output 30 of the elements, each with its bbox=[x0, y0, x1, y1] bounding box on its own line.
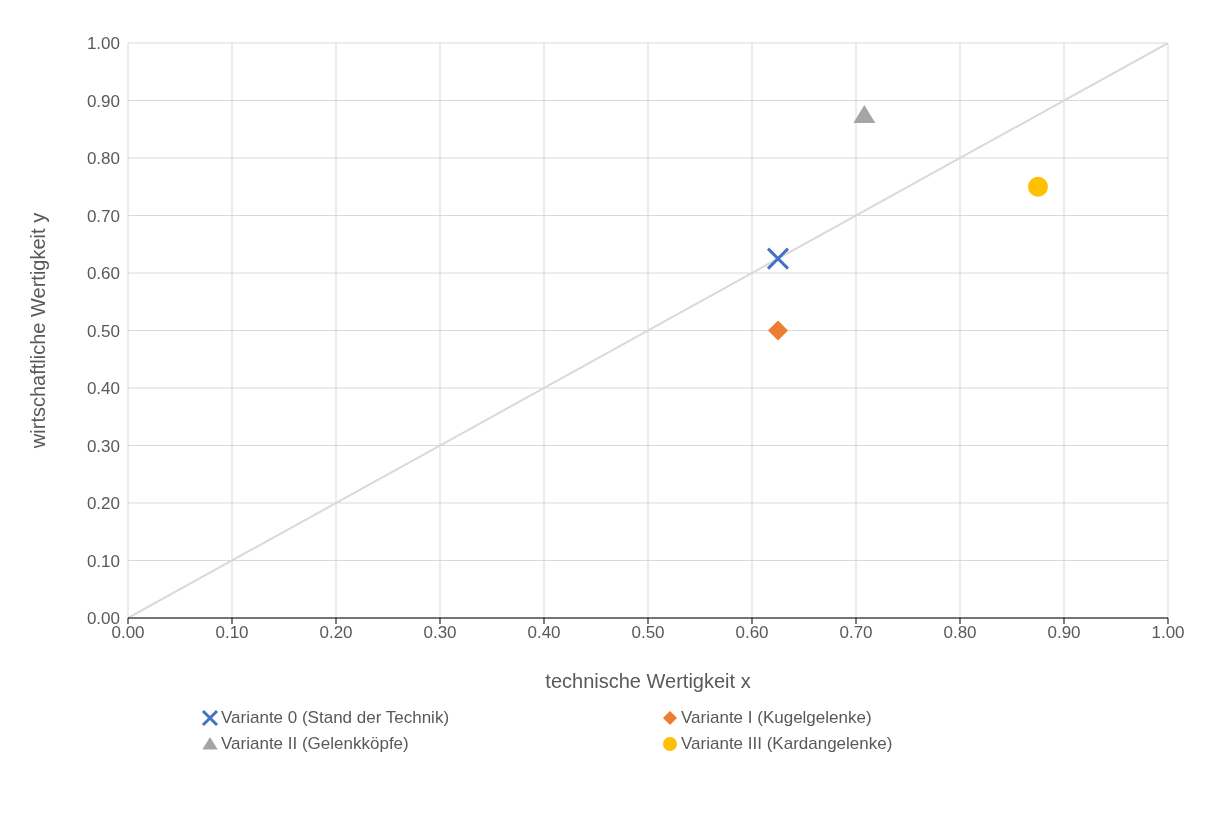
y-tick-label: 0.70 bbox=[86, 206, 120, 226]
x-tick-label: 0.50 bbox=[631, 623, 665, 643]
legend-label: Variante I (Kugelgelenke) bbox=[681, 708, 872, 728]
x-tick-label: 0.70 bbox=[839, 623, 873, 643]
y-tick-label: 0.40 bbox=[86, 379, 120, 399]
point bbox=[853, 104, 876, 123]
y-tick-label: 0.60 bbox=[86, 264, 120, 284]
x-tick-label: 0.20 bbox=[319, 623, 353, 643]
x-tick-label: 1.00 bbox=[1151, 623, 1185, 643]
y-tick-label: 0.10 bbox=[86, 551, 120, 571]
x-tick-label: 0.10 bbox=[215, 623, 249, 643]
legend-label: Variante II (Gelenkköpfe) bbox=[221, 734, 409, 754]
y-tick-label: 0.80 bbox=[86, 149, 120, 169]
x-axis-title: technische Wertigkeit x bbox=[545, 670, 751, 692]
y-tick-label: 0.50 bbox=[86, 321, 120, 341]
legend-label: Variante 0 (Stand der Technik) bbox=[221, 708, 450, 728]
x-tick-label: 0.30 bbox=[423, 623, 457, 643]
point bbox=[766, 247, 790, 271]
legend-label: Variante III (Kardangelenke) bbox=[681, 734, 893, 754]
point bbox=[768, 320, 788, 341]
x-tick-label: 0.90 bbox=[1047, 623, 1081, 643]
y-tick-label: 0.30 bbox=[86, 436, 120, 456]
x-tick-label: 0.60 bbox=[735, 623, 769, 643]
y-tick-label: 0.90 bbox=[86, 91, 120, 111]
y-axis-title: wirtschaftliche Wertigkeit y bbox=[27, 212, 50, 450]
y-tick-label: 1.00 bbox=[86, 34, 120, 54]
x-tick-label: 0.80 bbox=[943, 623, 977, 643]
y-tick-label: 0.20 bbox=[86, 494, 120, 514]
x-tick-label: 0.40 bbox=[527, 623, 561, 643]
point bbox=[1028, 176, 1048, 197]
